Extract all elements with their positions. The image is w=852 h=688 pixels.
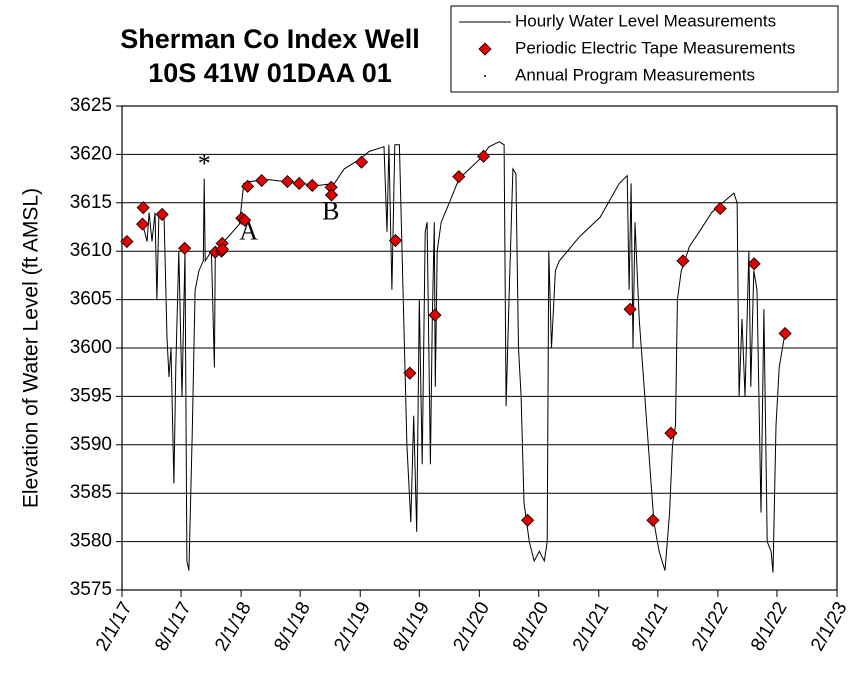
measurement-marker [521,513,535,527]
x-tick-label: 2/1/22 [688,599,733,655]
measurement-marker [646,513,660,527]
measurement-marker [452,170,466,184]
measurement-marker [778,326,792,341]
x-tick-label: 8/1/19 [389,599,434,655]
measurement-marker [305,178,319,192]
measurement-marker [255,173,269,188]
measurement-marker [280,174,295,189]
y-tick-label: 3620 [70,143,112,164]
measurement-marker [477,149,491,163]
measurement-marker [155,207,169,221]
x-tick-label: 2/1/20 [449,599,494,655]
measurement-marker [403,366,417,380]
x-tick-label: 8/1/18 [270,599,315,655]
y-tick-label: 3595 [70,385,112,406]
legend-label: Hourly Water Level Measurements [515,11,776,30]
measurement-marker [713,202,727,216]
measurement-marker [215,242,230,256]
measurement-marker [238,213,252,227]
legend-key [484,75,486,77]
annotation: A [239,217,258,246]
legend: Hourly Water Level Measurements Periodic … [450,5,839,93]
y-tick-label: 3625 [70,95,112,116]
x-tick-label: 2/1/21 [569,599,614,655]
annotation: * [198,149,211,178]
measurement-marker [120,234,134,249]
y-tick-label: 3585 [70,482,112,503]
measurement-marker [676,254,690,268]
y-tick-label: 3580 [70,531,112,552]
y-axis-label: Elevation of Water Level (ft AMSL) [20,188,43,508]
measurement-marker [747,257,761,271]
measurement-marker [623,302,637,316]
measurement-marker [388,233,403,248]
x-tick-label: 8/1/20 [509,599,554,655]
y-tick-label: 3605 [70,289,112,310]
plot-frame [121,105,838,591]
y-tick-label: 3600 [70,337,112,358]
x-tick-label: 2/1/19 [330,599,375,655]
x-tick-label: 8/1/22 [747,599,792,655]
y-tick-label: 3615 [70,192,112,213]
legend-box [450,5,839,93]
y-tick-label: 3590 [70,434,112,455]
annotation: B [322,196,339,225]
measurement-marker [354,155,369,169]
x-tick-label: 8/1/17 [151,599,196,655]
water-level-line [141,141,787,573]
measurement-marker [292,176,306,191]
x-tick-label: 2/1/18 [211,599,256,655]
legend-key [478,42,492,56]
legend-label: Annual Program Measurements [515,65,755,84]
legend-label: Periodic Electric Tape Measurements [515,38,795,57]
y-tick-label: 3575 [70,579,112,600]
measurement-marker [664,426,678,440]
measurement-marker [428,308,442,322]
measurement-marker [324,188,339,202]
measurement-marker [241,179,255,193]
measurement-marker [178,241,192,255]
measurement-marker [135,217,150,231]
x-tick-label: 8/1/21 [628,599,673,655]
x-tick-label: 2/1/23 [807,599,852,655]
y-tick-label: 3610 [70,240,112,261]
chart-title: Sherman Co Index Well [120,24,420,54]
measurement-marker [136,201,150,215]
x-tick-label: 2/1/17 [92,599,137,655]
chart-subtitle: 10S 41W 01DAA 01 [148,58,392,88]
